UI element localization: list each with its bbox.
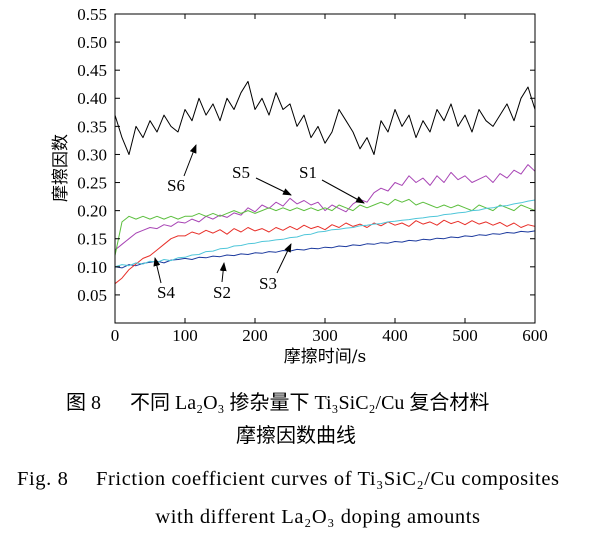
y-tick-label: 0.40	[77, 89, 107, 108]
figure-caption-cn: 不同 La₂O₃ 掺杂量下 Ti₃SiC₂/Cu 复合材料	[130, 392, 490, 414]
x-tick-label: 300	[312, 326, 338, 345]
series-line-s4	[115, 219, 535, 285]
y-axis-label: 摩擦因数	[51, 134, 71, 202]
y-tick-label: 0.45	[77, 61, 107, 80]
series-label-s3: S3	[259, 274, 277, 293]
y-tick-label: 0.35	[77, 117, 107, 136]
annotation-arrow-s4	[153, 257, 162, 284]
series-lines	[115, 80, 535, 285]
y-tick-label: 0.50	[77, 33, 107, 52]
y-tick-label: 0.25	[77, 173, 107, 192]
series-line-s5	[115, 164, 535, 251]
annotation-arrow-s6	[183, 144, 197, 177]
x-axis: 0 100 200 300 400 500 600	[111, 14, 548, 345]
plot-frame	[114, 13, 536, 324]
series-label-s5: S5	[232, 163, 250, 182]
series-label-s2: S2	[213, 283, 231, 302]
figure-number-en: Fig. 8	[17, 468, 69, 490]
x-tick-label: 400	[382, 326, 408, 345]
y-tick-label: 0.30	[77, 145, 107, 164]
annotation-arrow-s2	[219, 262, 227, 283]
figure-caption-en: Friction coefficient curves of Ti₃SiC₂/C…	[96, 468, 560, 490]
series-label-s6: S6	[167, 176, 185, 195]
figure-number-cn: 图 8	[66, 392, 101, 414]
x-tick-label: 600	[522, 326, 548, 345]
annotation-arrow-s3	[276, 243, 292, 274]
x-tick-label: 100	[172, 326, 198, 345]
x-axis-label: 摩擦时间/s	[284, 347, 366, 367]
x-tick-label: 0	[111, 326, 120, 345]
series-line-s1	[115, 198, 535, 256]
y-axis: 0.05 0.10 0.15 0.20 0.25 0.30 0.35 0.40 0.45 0.50…	[77, 5, 535, 305]
series-line-s2	[115, 230, 535, 269]
y-tick-label: 0.05	[77, 286, 107, 305]
series-label-s4: S4	[157, 283, 175, 302]
x-tick-label: 200	[242, 326, 268, 345]
y-tick-label: 0.20	[77, 202, 107, 221]
annotation-arrow-s5	[255, 177, 292, 196]
figure-caption-en-line2: with different La₂O₃ doping amounts	[155, 506, 481, 528]
series-line-s3	[115, 199, 535, 268]
x-tick-label: 500	[452, 326, 478, 345]
y-tick-label: 0.15	[77, 230, 107, 249]
figure-caption-cn-line2: 摩擦因数曲线	[236, 425, 356, 447]
y-tick-label: 0.55	[77, 5, 107, 24]
friction-chart: 0.05 0.10 0.15 0.20 0.25 0.30 0.35 0.40 0.45 0.50…	[51, 5, 548, 367]
series-annotations: S1 S2 S3 S4 S5 S6	[153, 144, 365, 302]
series-label-s1: S1	[299, 163, 317, 182]
annotation-arrow-s1	[321, 179, 365, 204]
y-tick-label: 0.10	[77, 258, 107, 277]
series-line-s6	[115, 80, 535, 155]
